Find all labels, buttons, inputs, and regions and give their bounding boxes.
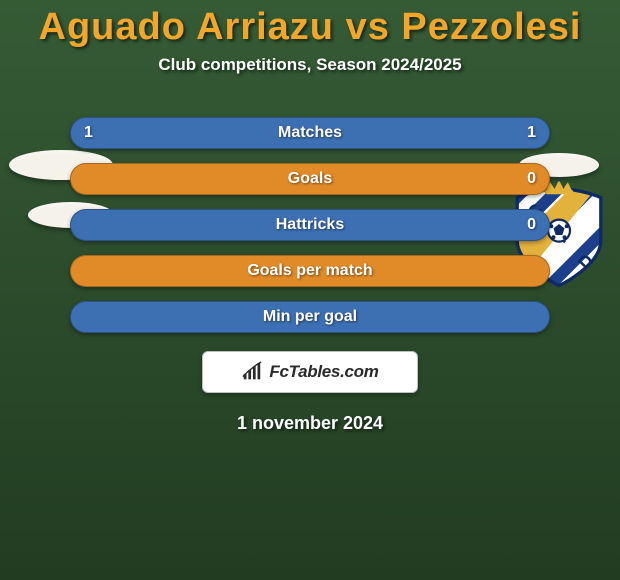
stat-row: Goals per match [70, 255, 550, 287]
stat-label: Goals per match [70, 262, 550, 280]
stats-table: 1Matches1Goals0Hattricks0Goals per match… [70, 117, 550, 333]
stat-right-value: 0 [506, 170, 536, 188]
stat-label: Hattricks [70, 216, 550, 234]
page-title: Aguado Arriazu vs Pezzolesi [0, 0, 620, 49]
stat-row: Goals0 [70, 163, 550, 195]
snapshot-date: 1 november 2024 [0, 413, 620, 434]
stat-right-value: 0 [506, 216, 536, 234]
comparison-card: Aguado Arriazu vs Pezzolesi Club competi… [0, 0, 620, 580]
bar-chart-icon [241, 361, 263, 383]
stat-left-value: 1 [84, 124, 114, 142]
stat-right-value: 1 [506, 124, 536, 142]
stat-label: Goals [70, 170, 550, 188]
stat-row: 1Matches1 [70, 117, 550, 149]
page-subtitle: Club competitions, Season 2024/2025 [0, 55, 620, 75]
stat-row: Min per goal [70, 301, 550, 333]
watermark: FcTables.com [202, 351, 418, 393]
watermark-text: FcTables.com [269, 362, 378, 382]
stat-label: Min per goal [70, 308, 550, 326]
stat-row: Hattricks0 [70, 209, 550, 241]
stat-label: Matches [70, 124, 550, 142]
